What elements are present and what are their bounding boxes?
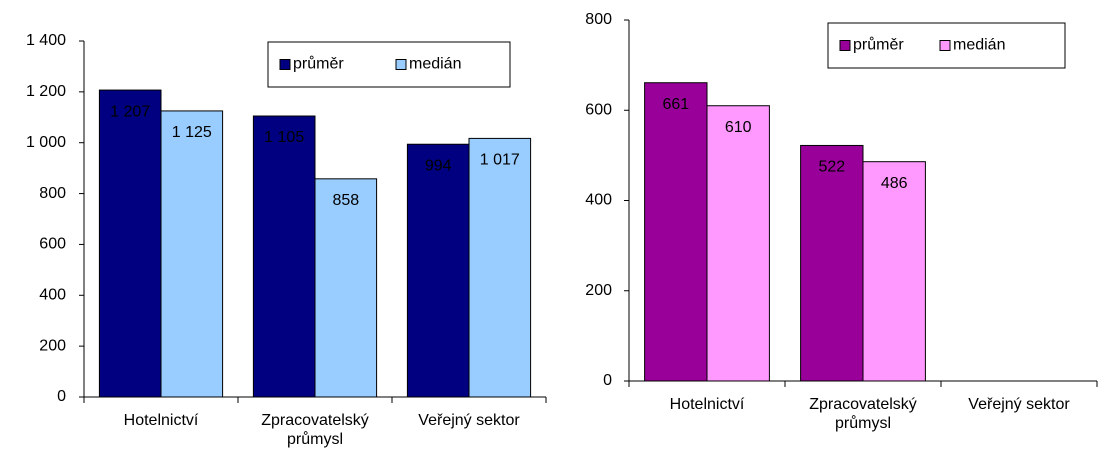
legend-label: medián [953,37,1005,54]
value-label: 1 105 [264,129,304,146]
bar [468,137,532,398]
legend-swatch [839,40,851,51]
legend-swatch [279,59,291,70]
legend-box [267,41,511,88]
bar [862,161,926,382]
bar [252,115,316,398]
legend-label: průměr [293,55,344,73]
y-tick-label: 1 400 [26,32,66,49]
bar [706,105,770,382]
value-label: 661 [662,96,689,113]
value-label: 858 [332,192,359,209]
value-label: 994 [425,157,452,174]
y-tick-label: 1 200 [26,83,66,100]
x-tick-label: Veřejný sektor [968,396,1070,413]
legend-label: průměr [853,36,904,54]
x-tick-label: Zpracovatelský průmysl [809,396,917,432]
legend-swatch [395,59,407,70]
y-tick-label: 600 [39,236,66,253]
value-label: 1 207 [110,103,150,120]
bar [160,110,224,398]
x-tick-label: Zpracovatelský průmysl [261,412,369,448]
bar [314,178,378,398]
y-tick-label: 400 [585,192,612,209]
y-tick-label: 200 [39,337,66,354]
value-label: 486 [881,175,908,192]
y-tick-label: 0 [603,372,612,389]
value-label: 1 125 [172,124,212,141]
y-tick-label: 600 [585,101,612,118]
legend-label: medián [409,56,461,73]
bar [800,144,864,382]
y-tick-label: 400 [39,287,66,304]
bar [644,82,708,382]
legend-swatch [939,40,951,51]
y-tick-label: 1 000 [26,134,66,151]
x-tick-label: Veřejný sektor [418,412,520,429]
value-label: 522 [818,159,845,176]
value-label: 610 [725,119,752,136]
bar [98,89,162,398]
x-tick-label: Hotelnictví [669,396,745,413]
x-tick-label: Hotelnictví [123,412,199,429]
value-label: 1 017 [480,152,520,169]
y-tick-label: 200 [585,282,612,299]
y-tick-label: 800 [585,11,612,28]
bar [406,143,470,398]
y-tick-label: 800 [39,185,66,202]
y-tick-label: 0 [57,388,66,405]
